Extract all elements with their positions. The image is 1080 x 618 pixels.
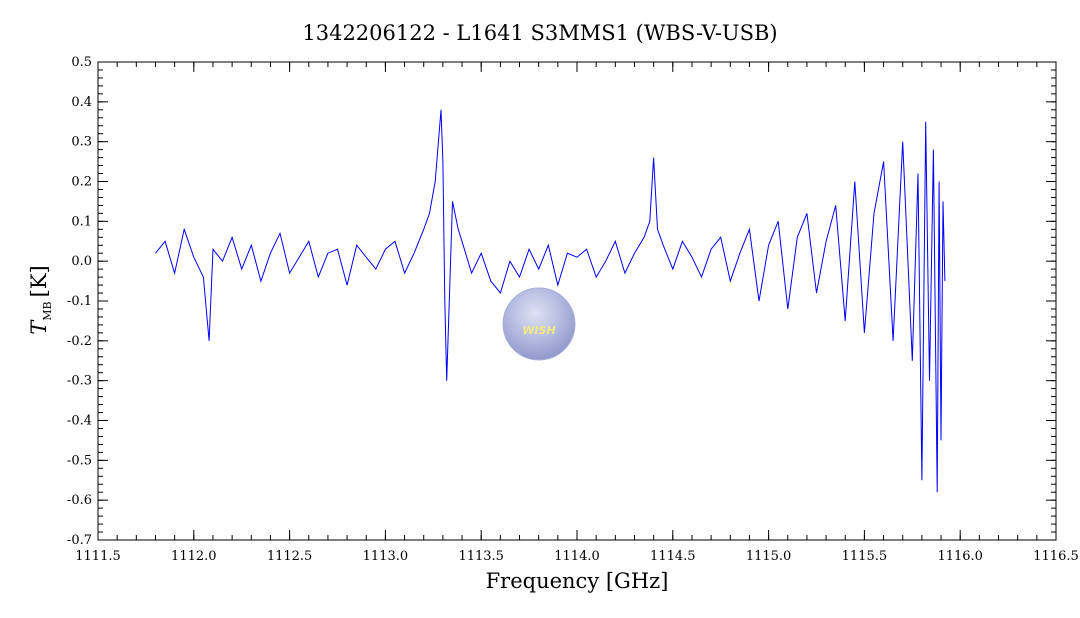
y-axis-tick-labels: -0.7 -0.6 -0.5 -0.4 -0.3 -0.2 -0.1 0.0 0.1 0.2 0.3… (67, 55, 92, 548)
y-tick-label: 0.3 (71, 135, 92, 150)
wish-logo-text: WISH (522, 324, 555, 337)
x-tick-label: 1113.5 (458, 549, 504, 564)
series-line (155, 109, 946, 493)
x-tick-label: 1115.0 (746, 549, 792, 564)
x-axis-title: Frequency [GHz] (486, 569, 669, 593)
y-tick-label: -0.7 (67, 533, 92, 548)
y-tick-label: 0.1 (71, 214, 92, 229)
x-tick-label: 1116.0 (937, 549, 983, 564)
wish-logo: WISH (502, 287, 576, 361)
y-tick-label: 0.2 (71, 175, 92, 190)
x-axis-ticks (97, 62, 1057, 540)
y-axis-title-main: T (27, 319, 51, 335)
chart-title: 1342206122 - L1641 S3MMS1 (WBS-V-USB) (302, 21, 777, 45)
x-tick-label: 1113.0 (363, 549, 409, 564)
y-tick-label: -0.3 (67, 374, 92, 389)
y-tick-label: 0.5 (71, 55, 92, 70)
x-tick-label: 1112.5 (267, 549, 313, 564)
y-axis-ticks (98, 61, 1056, 541)
x-tick-label: 1111.5 (75, 549, 121, 564)
y-tick-label: -0.2 (67, 334, 92, 349)
plot-frame (97, 61, 1057, 541)
x-tick-label: 1112.0 (171, 549, 217, 564)
y-axis-title-subscript: MB (41, 301, 54, 320)
x-tick-label: 1115.5 (842, 549, 888, 564)
y-axis-title: TMB [K] (27, 265, 54, 334)
y-axis-title-unit: [K] (27, 265, 51, 297)
y-tick-label: 0.4 (71, 95, 92, 110)
x-axis-tick-labels: 1111.5 1112.0 1112.5 1113.0 1113.5 1114.0 1114… (75, 549, 1079, 564)
x-tick-label: 1114.0 (554, 549, 600, 564)
y-tick-label: -0.4 (67, 414, 92, 429)
x-tick-label: 1114.5 (650, 549, 696, 564)
y-tick-label: -0.5 (67, 453, 92, 468)
y-tick-label: -0.6 (67, 493, 92, 508)
y-tick-label: -0.1 (67, 294, 92, 309)
x-tick-label: 1116.5 (1033, 549, 1079, 564)
svg-text:TMB[K]: TMB [K] (27, 265, 54, 334)
y-tick-label: 0.0 (71, 254, 92, 269)
